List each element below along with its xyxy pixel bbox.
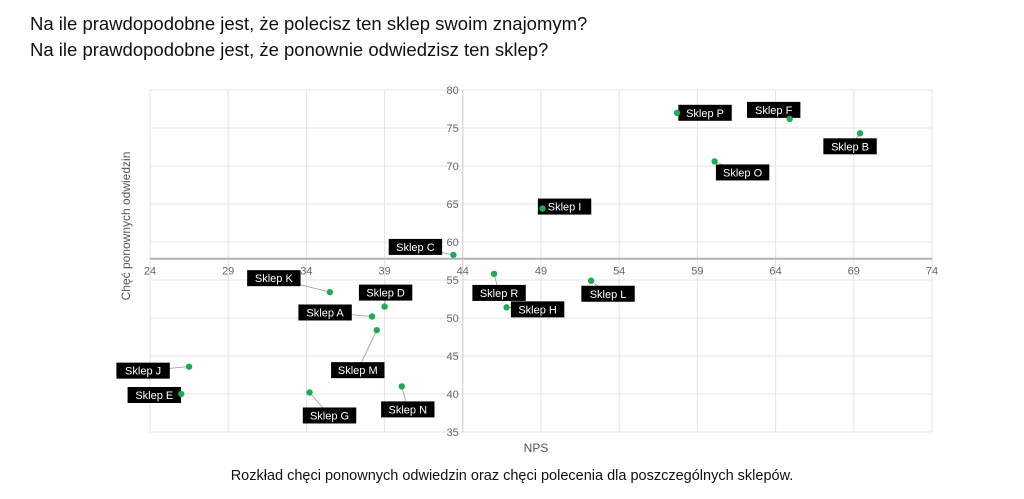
point-label: Sklep K bbox=[255, 273, 294, 285]
data-point bbox=[368, 313, 376, 320]
data-point bbox=[178, 390, 185, 398]
y-tick-label: 50 bbox=[447, 313, 459, 325]
y-tick-label: 35 bbox=[447, 427, 459, 439]
data-point bbox=[398, 383, 406, 390]
scatter-chart: 24 29 34 39 44 49 54 59 64 69 74 35 40 45 50 55 60 65 70 75… bbox=[116, 85, 938, 455]
y-tick-label: 60 bbox=[447, 237, 459, 249]
data-point bbox=[373, 326, 380, 334]
point-label: Sklep J bbox=[125, 366, 161, 378]
label-box bbox=[388, 238, 443, 255]
x-tick-label: 74 bbox=[926, 266, 938, 278]
y-tick-label: 80 bbox=[447, 85, 459, 97]
point-label: Sklep A bbox=[306, 307, 344, 319]
y-tick-label: 55 bbox=[447, 275, 459, 287]
x-tick-label: 59 bbox=[691, 266, 703, 278]
point-label: Sklep D bbox=[366, 288, 405, 300]
x-tick-label: 49 bbox=[535, 266, 547, 278]
point-label: Sklep L bbox=[590, 289, 627, 301]
label-box bbox=[116, 362, 170, 379]
data-points bbox=[178, 109, 864, 398]
data-point bbox=[503, 304, 510, 311]
point-label: Sklep H bbox=[518, 304, 557, 316]
data-point bbox=[786, 115, 793, 123]
data-point bbox=[450, 251, 457, 259]
x-tick-label: 64 bbox=[769, 266, 781, 278]
label-box bbox=[715, 164, 770, 181]
label-box bbox=[678, 104, 732, 121]
point-label: Sklep N bbox=[389, 404, 428, 416]
y-tick-label: 70 bbox=[447, 161, 459, 173]
x-tick-label: 44 bbox=[457, 266, 469, 278]
data-point bbox=[185, 363, 193, 370]
chart-caption: Rozkład chęci ponownych odwiedzin oraz c… bbox=[230, 468, 794, 484]
label-box bbox=[537, 198, 592, 215]
data-labels: Sklep P Sklep F Sklep B Sklep O Sklep I Sklep… bbox=[116, 101, 877, 424]
y-tick-label: 45 bbox=[447, 351, 459, 363]
point-label: Sklep F bbox=[755, 105, 793, 117]
data-point bbox=[306, 389, 313, 396]
y-axis-title: Chęć ponownych odwiedzin bbox=[119, 152, 133, 301]
label-box bbox=[127, 387, 181, 403]
label-box bbox=[358, 284, 413, 301]
point-label: Sklep O bbox=[723, 167, 763, 179]
x-tick-label: 39 bbox=[378, 266, 390, 278]
x-tick-label: 54 bbox=[613, 266, 625, 278]
label-box bbox=[381, 401, 435, 418]
label-box bbox=[302, 407, 357, 424]
label-box bbox=[298, 304, 352, 321]
label-box bbox=[746, 101, 801, 118]
headline-line-1: Na ile prawdopodobne jest, że polecisz t… bbox=[30, 13, 588, 34]
point-label: Sklep P bbox=[686, 108, 724, 120]
point-label: Sklep M bbox=[338, 365, 378, 377]
x-axis-title: NPS bbox=[524, 441, 549, 455]
point-label: Sklep R bbox=[480, 288, 519, 300]
point-label: Sklep I bbox=[548, 202, 582, 214]
headline-line-2: Na ile prawdopodobne jest, że ponownie o… bbox=[30, 39, 549, 60]
data-point bbox=[539, 205, 546, 212]
x-tick-label: 34 bbox=[300, 266, 312, 278]
data-point bbox=[326, 288, 334, 296]
data-point bbox=[587, 277, 595, 284]
y-tick-label: 75 bbox=[447, 123, 459, 135]
label-box bbox=[331, 362, 385, 379]
x-tick-label: 24 bbox=[144, 266, 156, 278]
point-label: Sklep E bbox=[135, 390, 173, 402]
point-label: Sklep G bbox=[310, 410, 349, 422]
data-point bbox=[490, 270, 498, 278]
data-point bbox=[711, 158, 718, 165]
data-point bbox=[381, 303, 388, 310]
label-box bbox=[581, 285, 635, 302]
y-tick-label: 65 bbox=[447, 199, 459, 211]
point-label: Sklep C bbox=[396, 242, 435, 254]
point-label: Sklep B bbox=[831, 141, 869, 153]
y-tick-label: 40 bbox=[447, 389, 459, 401]
label-box bbox=[823, 138, 877, 155]
data-point bbox=[673, 109, 681, 117]
label-box bbox=[247, 270, 301, 287]
x-tick-label: 29 bbox=[222, 266, 234, 278]
data-point bbox=[856, 130, 864, 137]
label-box bbox=[472, 284, 526, 301]
label-box bbox=[510, 301, 565, 318]
x-tick-label: 69 bbox=[848, 266, 860, 278]
